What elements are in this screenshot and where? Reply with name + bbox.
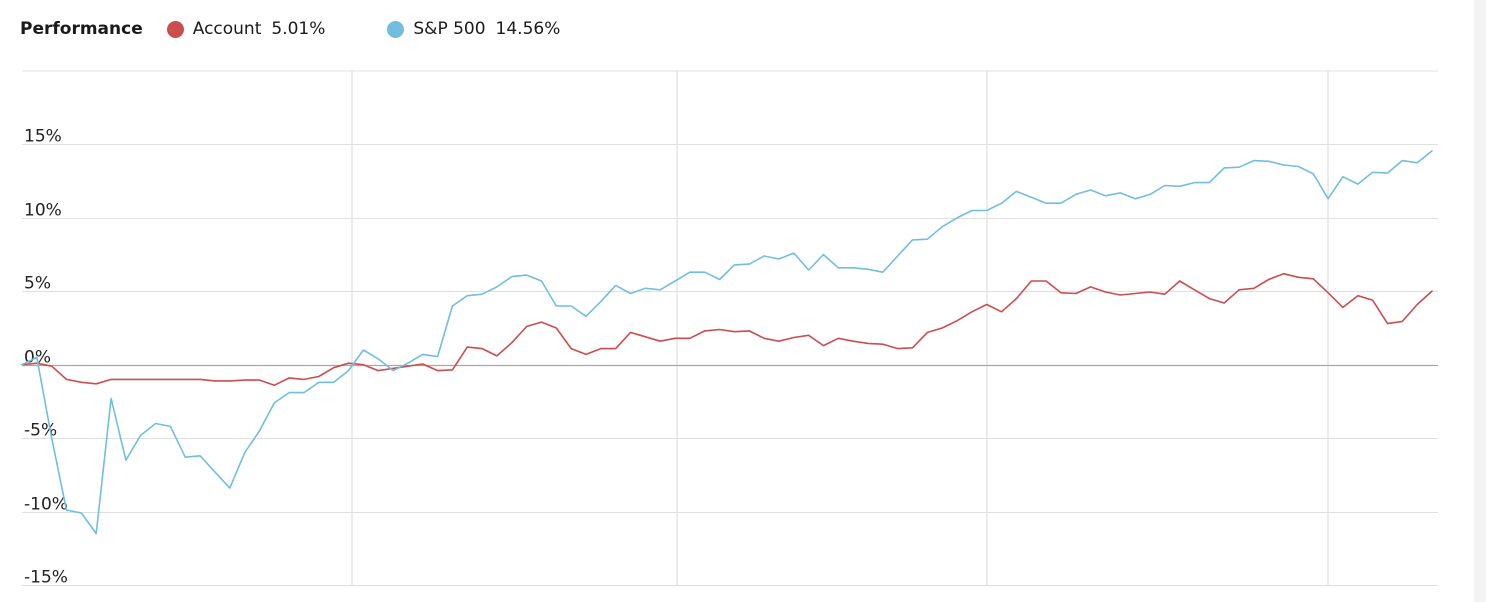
chart-legend: Performance Account 5.01% S&P 500 14.56% [20,17,560,41]
legend-title: Performance [20,19,143,39]
y-tick-label: -10% [24,495,68,515]
y-tick-label: 5% [24,274,51,294]
y-tick-label: 10% [24,201,62,221]
legend-value-account: 5.01% [271,19,326,39]
legend-swatch-sp500 [387,20,405,38]
legend-label-sp500: S&P 500 [413,19,486,39]
legend-swatch-account [166,20,184,38]
series-line-account[interactable] [21,272,1433,387]
series-line-sp500[interactable] [21,150,1433,535]
legend-value-sp500: 14.56% [495,19,561,39]
legend-label-account: Account [192,19,262,39]
y-tick-label: -15% [24,568,68,588]
legend-item-sp500[interactable]: S&P 500 14.56% [387,19,560,39]
y-tick-label: 15% [24,127,62,147]
legend-item-account[interactable]: Account 5.01% [166,19,326,39]
scrollbar-track[interactable] [1474,0,1486,602]
